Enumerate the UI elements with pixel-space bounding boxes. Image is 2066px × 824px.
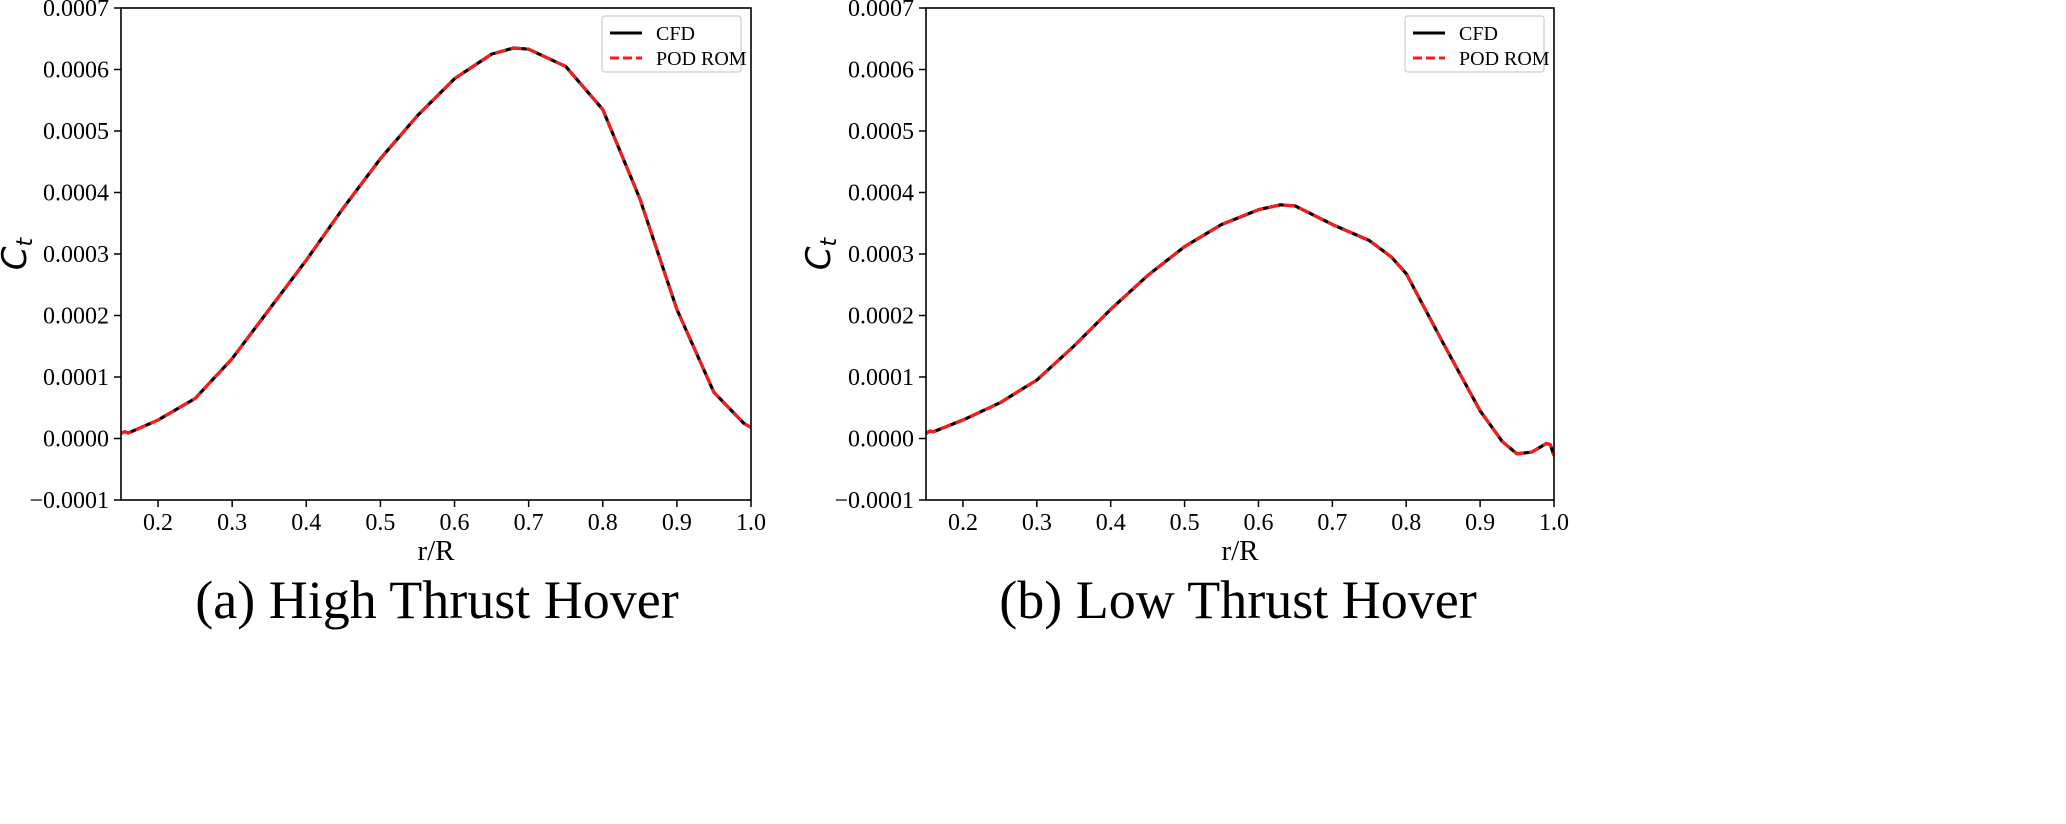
y-axis-label-subscript: t xyxy=(817,236,842,246)
panel-caption: (b) Low Thrust Hover xyxy=(999,570,1476,630)
x-tick-label: 0.3 xyxy=(1022,510,1052,536)
series-line-pod-rom xyxy=(121,46,751,435)
y-axis-label: Ct xyxy=(799,236,842,270)
y-tick-label: 0.0000 xyxy=(848,427,914,453)
y-tick-label: 0.0003 xyxy=(848,242,914,268)
x-tick-label: 0.5 xyxy=(1170,510,1200,536)
x-tick-label: 1.0 xyxy=(736,510,766,536)
y-tick-label: 0.0004 xyxy=(848,181,914,207)
y-tick-label: 0.0000 xyxy=(43,427,109,453)
axes-frame xyxy=(120,7,752,501)
y-axis-label-subscript: t xyxy=(13,236,38,246)
chart-low-thrust-hover: 0.2 0.3 0.4 0.5 0.6 0.7 0.8 0.9 1.0 −0.0001 0.0000… xyxy=(799,0,1569,630)
y-tick-label: 0.0006 xyxy=(848,58,914,84)
legend: CFD POD ROM xyxy=(1404,15,1550,73)
x-tick-label: 0.5 xyxy=(365,510,395,536)
x-tick-label: 0.8 xyxy=(588,510,618,536)
legend: CFD POD ROM xyxy=(601,15,747,73)
x-tick-label: 0.7 xyxy=(514,510,544,536)
y-tick-label: 0.0005 xyxy=(848,119,914,145)
x-tick-label: 0.4 xyxy=(291,510,321,536)
y-tick-label: 0.0007 xyxy=(848,0,914,22)
series-line-cfd xyxy=(926,203,1554,457)
legend-label: CFD xyxy=(1459,23,1498,45)
y-axis-label-base: C xyxy=(0,246,35,270)
x-tick-label: 0.4 xyxy=(1096,510,1126,536)
x-tick-label: 0.8 xyxy=(1391,510,1421,536)
x-tick-label: 0.7 xyxy=(1317,510,1347,536)
legend-label: POD ROM xyxy=(656,48,747,70)
plot-area xyxy=(121,46,751,436)
x-tick-label: 0.6 xyxy=(440,510,470,536)
panel-caption: (a) High Thrust Hover xyxy=(195,570,678,630)
x-tick-label: 0.9 xyxy=(662,510,692,536)
y-axis-label: Ct xyxy=(0,236,38,270)
y-tick-label: 0.0002 xyxy=(848,304,914,330)
chart-high-thrust-hover: 0.2 0.3 0.4 0.5 0.6 0.7 0.8 0.9 1.0 −0.0001 0.0000… xyxy=(0,0,766,630)
x-axis-label: r/R xyxy=(1221,535,1259,567)
y-tick-label: 0.0003 xyxy=(43,242,109,268)
y-tick-label: −0.0001 xyxy=(29,488,109,514)
y-axis-label-base: C xyxy=(799,246,839,270)
series-line-pod-rom xyxy=(926,203,1554,457)
x-tick-label: 0.9 xyxy=(1465,510,1495,536)
x-tick-label: 0.2 xyxy=(143,510,173,536)
y-tick-label: 0.0001 xyxy=(43,365,109,391)
y-tick-label: 0.0004 xyxy=(43,181,109,207)
legend-label: POD ROM xyxy=(1459,48,1550,70)
y-tick-label: 0.0007 xyxy=(43,0,109,22)
y-tick-label: −0.0001 xyxy=(834,488,914,514)
x-tick-label: 0.2 xyxy=(948,510,978,536)
plot-area xyxy=(926,203,1554,457)
y-tick-label: 0.0001 xyxy=(848,365,914,391)
axes-frame xyxy=(925,7,1555,501)
x-tick-label: 0.6 xyxy=(1243,510,1273,536)
legend-label: CFD xyxy=(656,23,695,45)
y-tick-label: 0.0006 xyxy=(43,58,109,84)
x-axis-label: r/R xyxy=(417,535,455,567)
y-tick-label: 0.0002 xyxy=(43,304,109,330)
x-tick-label: 1.0 xyxy=(1539,510,1569,536)
x-tick-label: 0.3 xyxy=(217,510,247,536)
y-tick-label: 0.0005 xyxy=(43,119,109,145)
